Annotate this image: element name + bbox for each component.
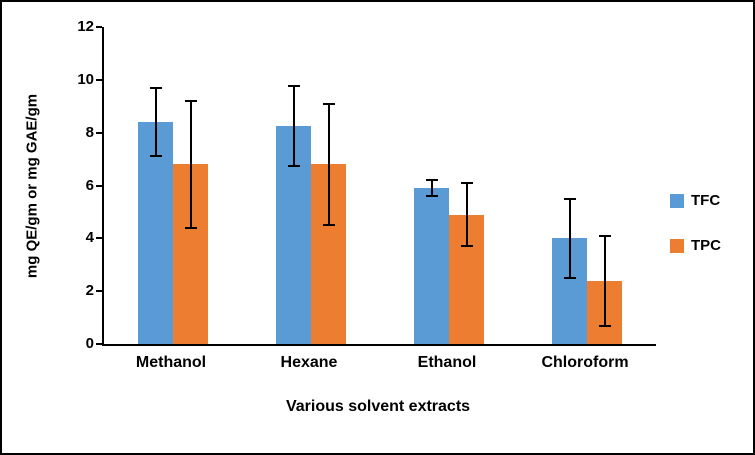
error-bar — [154, 87, 157, 157]
error-bar-cap — [425, 195, 438, 198]
error-bar-cap — [425, 179, 438, 182]
error-bar-cap — [149, 86, 162, 89]
y-tick-mark — [96, 184, 102, 187]
plot-area — [102, 27, 656, 346]
y-tick-mark — [96, 237, 102, 240]
x-axis-title: Various solvent extracts — [285, 398, 471, 415]
x-category-label: Methanol — [135, 354, 207, 371]
x-category-label: Chloroform — [541, 354, 629, 371]
legend-item-tfc: TFC — [670, 192, 721, 209]
y-tick-mark — [96, 290, 102, 293]
error-bar-cap — [149, 155, 162, 158]
error-bar — [327, 103, 330, 226]
y-tick-label: 12 — [77, 18, 94, 35]
legend-swatch-tfc-icon — [670, 193, 684, 208]
error-bar — [465, 182, 468, 247]
y-tick-label: 0 — [85, 335, 94, 352]
y-tick-mark — [96, 78, 102, 81]
error-bar — [292, 86, 295, 166]
y-tick-mark — [96, 26, 102, 28]
error-bar-cap — [460, 245, 473, 248]
error-bar-cap — [287, 85, 300, 88]
legend: TFC TPC — [670, 192, 721, 282]
error-bar-cap — [598, 234, 611, 237]
error-bar-cap — [184, 99, 197, 102]
error-bar — [603, 235, 606, 326]
legend-label-tfc: TFC — [691, 192, 721, 209]
x-category-label: Hexane — [280, 354, 338, 371]
bar-tfc-methanol — [138, 122, 173, 344]
error-bar-cap — [322, 102, 335, 105]
error-bar — [189, 100, 192, 228]
legend-label-tpc: TPC — [691, 237, 721, 254]
error-bar — [430, 180, 433, 197]
error-bar-cap — [563, 197, 576, 200]
error-bar-cap — [598, 324, 611, 327]
y-tick-label: 4 — [85, 229, 94, 247]
error-bar-cap — [460, 181, 473, 184]
error-bar-cap — [322, 224, 335, 227]
y-tick-mark — [96, 343, 102, 345]
y-tick-label: 6 — [85, 176, 94, 194]
error-bar-cap — [563, 276, 576, 279]
x-category-label: Ethanol — [417, 354, 477, 371]
y-tick-label: 10 — [77, 70, 94, 88]
y-tick-label: 8 — [85, 123, 94, 141]
y-tick-label: 2 — [85, 282, 94, 300]
error-bar-cap — [287, 164, 300, 167]
error-bar — [568, 198, 571, 278]
y-axis-title: mg QE/gm or mg GAE/gm — [23, 93, 41, 279]
legend-swatch-tpc-icon — [670, 238, 684, 253]
error-bar-cap — [184, 226, 197, 229]
legend-item-tpc: TPC — [670, 237, 721, 254]
bar-tfc-ethanol — [414, 188, 449, 344]
y-tick-mark — [96, 131, 102, 134]
